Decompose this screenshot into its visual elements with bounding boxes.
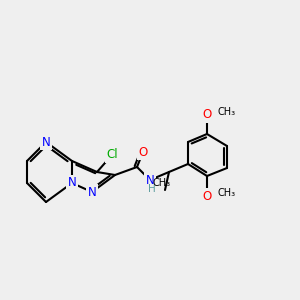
- Text: O: O: [138, 146, 148, 158]
- Text: CH₃: CH₃: [217, 188, 235, 198]
- Text: N: N: [88, 185, 96, 199]
- Text: CH₃: CH₃: [153, 178, 171, 188]
- Text: O: O: [202, 190, 211, 202]
- Text: CH₃: CH₃: [217, 107, 235, 117]
- Text: H: H: [148, 184, 156, 194]
- Text: O: O: [202, 109, 211, 122]
- Text: N: N: [146, 173, 154, 187]
- Text: N: N: [42, 136, 50, 148]
- Text: N: N: [68, 176, 76, 190]
- Text: Cl: Cl: [106, 148, 118, 161]
